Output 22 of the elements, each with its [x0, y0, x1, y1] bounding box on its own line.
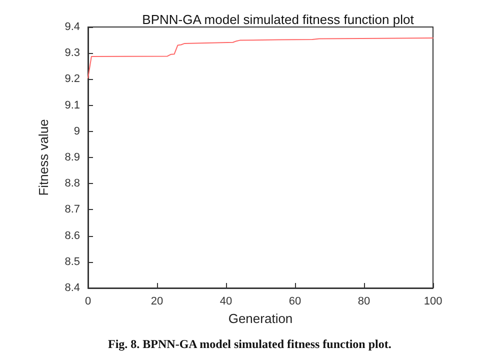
y-tick-label: 9: [74, 125, 80, 138]
y-tick-label: 9.2: [64, 73, 80, 86]
line-series: [88, 37, 434, 78]
x-tick-label: 20: [150, 296, 164, 308]
x-tick-label: 80: [358, 296, 370, 308]
y-axis-title: Fitness value: [36, 119, 51, 196]
y-tick-label: 8.8: [64, 178, 80, 190]
x-tick-label: 60: [288, 296, 302, 308]
x-axis-title: Generation: [228, 310, 293, 326]
y-tick-label: 8.7: [64, 204, 80, 216]
caption: Fig. 8. BPNN-GA model simulated fitness function plot.: [108, 337, 392, 351]
x-tick-label: 100: [424, 296, 442, 308]
x-tick-label: 0: [84, 296, 92, 308]
y-tick-label: 8.4: [64, 282, 80, 294]
y-tick-label: 8.6: [64, 230, 80, 242]
y-tick-label: 9.1: [64, 99, 80, 112]
x-tick-label: 40: [220, 296, 232, 308]
chart-title: BPNN-GA model simulated fitness function plot: [142, 12, 414, 27]
y-tick-label: 8.5: [64, 256, 80, 268]
y-tick-label: 9.4: [64, 21, 80, 33]
y-tick-label: 8.9: [64, 152, 80, 164]
y-tick-label: 9.3: [64, 47, 80, 60]
